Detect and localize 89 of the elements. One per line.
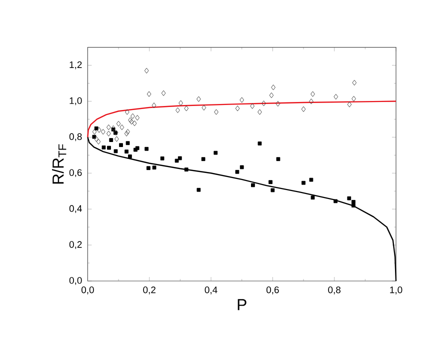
point [146, 91, 152, 97]
point [144, 68, 149, 74]
point [196, 96, 201, 102]
point [262, 100, 266, 106]
point [100, 128, 106, 135]
point [94, 136, 99, 142]
y-tick-label: 0,6 [69, 169, 82, 178]
point [114, 136, 119, 142]
point [347, 102, 352, 108]
point [161, 90, 166, 96]
point [124, 109, 130, 115]
point [178, 100, 183, 106]
point [310, 91, 315, 97]
point [309, 98, 314, 104]
y-axis-title: R/R$_{TF}$ [52, 144, 66, 184]
y-tick-label: 0,8 [69, 133, 82, 142]
point [334, 199, 338, 204]
point [119, 143, 123, 148]
point [152, 166, 156, 170]
point [144, 146, 149, 151]
point [268, 180, 272, 184]
x-tick-label: 0,0 [81, 286, 94, 294]
point [107, 146, 111, 150]
point [214, 150, 218, 155]
point [334, 94, 338, 100]
line-series [87, 100, 397, 138]
point [347, 196, 352, 200]
point [114, 149, 118, 154]
point [160, 156, 164, 160]
point [276, 100, 280, 107]
point [135, 114, 140, 121]
x-axis-title: P [238, 299, 246, 310]
point [235, 106, 240, 112]
point [184, 106, 189, 112]
point [202, 104, 206, 111]
y-tick-label: 0,4 [69, 205, 82, 214]
x-tick-label: 0,6 [266, 286, 279, 294]
point [184, 168, 188, 172]
point [116, 120, 121, 127]
y-tick-label: 0,0 [69, 277, 82, 285]
point [214, 109, 218, 115]
point [196, 188, 201, 192]
point [92, 128, 97, 135]
point [130, 113, 135, 119]
y-tick-label: 1,0 [70, 97, 82, 106]
point [128, 154, 132, 158]
point [178, 156, 182, 160]
point [132, 120, 137, 126]
point [124, 130, 129, 136]
point [201, 157, 206, 162]
point [310, 196, 315, 200]
point [96, 138, 101, 145]
point [102, 145, 106, 150]
point [174, 158, 179, 163]
point [96, 127, 102, 133]
point [106, 130, 111, 136]
point [126, 141, 130, 146]
point [309, 178, 314, 182]
point [240, 165, 244, 170]
point [270, 188, 275, 192]
point [106, 124, 111, 130]
point [301, 106, 306, 112]
x-tick-label: 0,4 [204, 286, 218, 294]
point [124, 150, 128, 154]
point [352, 204, 356, 208]
point [129, 118, 134, 125]
point [269, 92, 274, 98]
point [276, 157, 280, 162]
point [146, 166, 150, 170]
point [152, 102, 156, 108]
x-tick-label: 0,8 [328, 286, 341, 294]
x-tick-label: 1,0 [390, 286, 402, 294]
point [235, 170, 240, 174]
point [240, 97, 244, 103]
x-tick-label: 0,2 [143, 286, 156, 294]
point [258, 142, 262, 146]
point [109, 138, 114, 142]
point [352, 80, 357, 86]
y-tick-label: 1,2 [70, 61, 82, 70]
point [250, 103, 255, 109]
point [258, 109, 262, 115]
point [128, 117, 132, 123]
y-tick-label: 0,2 [69, 241, 82, 249]
point [251, 183, 255, 188]
line-series [87, 136, 397, 282]
point [352, 200, 356, 204]
point [120, 124, 124, 130]
point [271, 84, 276, 90]
point [302, 180, 306, 185]
